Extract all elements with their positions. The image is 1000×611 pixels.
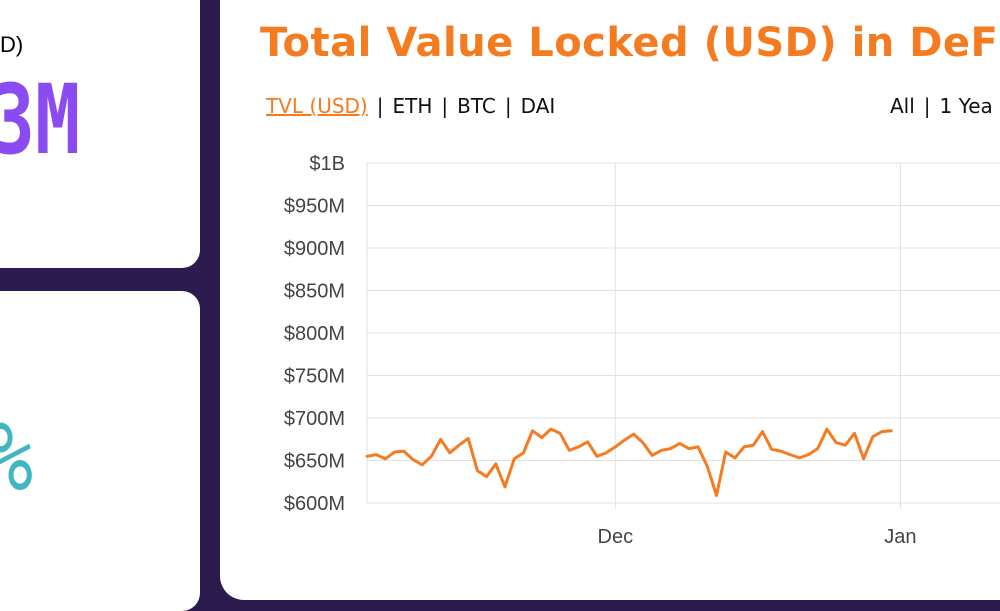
- data-point: [366, 455, 369, 458]
- data-point: [687, 447, 690, 450]
- tab-btc[interactable]: BTC: [457, 94, 496, 118]
- data-point: [844, 444, 847, 447]
- data-point: [807, 453, 810, 456]
- stat-label: D): [0, 32, 24, 57]
- data-point: [540, 436, 543, 439]
- data-point: [798, 456, 801, 459]
- data-point: [614, 445, 617, 448]
- data-point: [752, 444, 755, 447]
- data-point: [816, 447, 819, 450]
- time-range-tabs: All | 1 Yea: [890, 94, 993, 118]
- tab-tvl-usd[interactable]: TVL (USD): [266, 94, 368, 118]
- y-tick-label: $850M: [284, 281, 345, 303]
- data-point: [430, 455, 433, 458]
- data-point: [835, 441, 838, 444]
- tvl-chart-panel: Total Value Locked (USD) in DeFi TVL (US…: [220, 0, 1000, 600]
- range-all[interactable]: All: [890, 94, 915, 118]
- data-point: [660, 449, 663, 452]
- data-point: [485, 475, 488, 478]
- metric-tabs: TVL (USD) | ETH | BTC | DAI: [266, 94, 555, 118]
- data-point: [761, 430, 764, 433]
- data-point: [559, 432, 562, 435]
- data-point: [623, 439, 626, 442]
- stat-card-bottom: %: [0, 291, 200, 611]
- x-tick-label: Jan: [884, 526, 916, 548]
- tab-eth[interactable]: ETH: [392, 94, 433, 118]
- y-tick-label: $800M: [284, 323, 345, 345]
- data-point: [412, 458, 415, 461]
- data-point: [651, 454, 654, 457]
- data-point: [504, 485, 507, 488]
- data-point: [448, 451, 451, 454]
- tvl-line-chart: $1B $950M $900M $850M $800M $750M $700M $650M $6…: [284, 153, 1000, 548]
- data-point: [605, 451, 608, 454]
- data-point: [549, 428, 552, 431]
- data-point: [632, 433, 635, 436]
- data-point: [586, 440, 589, 443]
- tab-separator: |: [504, 94, 512, 118]
- data-point: [770, 448, 773, 451]
- data-point: [522, 451, 525, 454]
- data-point: [384, 457, 387, 460]
- y-tick-label: $1B: [309, 153, 345, 175]
- data-point: [715, 494, 718, 497]
- tab-dai[interactable]: DAI: [520, 94, 556, 118]
- range-separator: |: [923, 94, 931, 118]
- data-point: [458, 444, 461, 447]
- y-tick-label: $600M: [284, 493, 345, 515]
- y-tick-label: $950M: [284, 196, 345, 218]
- range-1-year[interactable]: 1 Yea: [939, 94, 993, 118]
- tvl-series-line: [365, 427, 893, 497]
- data-point: [577, 445, 580, 448]
- data-point: [568, 449, 571, 452]
- data-point: [513, 457, 516, 460]
- y-tick-label: $700M: [284, 408, 345, 430]
- data-point: [789, 453, 792, 456]
- data-point: [678, 442, 681, 445]
- data-point: [421, 463, 424, 466]
- x-tick-label: Dec: [598, 526, 634, 548]
- data-point: [476, 469, 479, 472]
- data-point: [402, 450, 405, 453]
- data-point: [439, 438, 442, 441]
- data-point: [393, 451, 396, 454]
- data-point: [669, 447, 672, 450]
- data-point: [881, 430, 884, 433]
- data-point: [467, 437, 470, 440]
- data-point: [733, 456, 736, 459]
- stat-value: 3M: [0, 64, 81, 176]
- data-point: [743, 445, 746, 448]
- tab-separator: |: [376, 94, 384, 118]
- y-tick-label: $650M: [284, 451, 345, 473]
- data-point: [825, 428, 828, 431]
- data-point: [724, 451, 727, 454]
- data-point: [641, 441, 644, 444]
- data-point: [853, 432, 856, 435]
- y-tick-label: $750M: [284, 366, 345, 388]
- data-point: [706, 465, 709, 468]
- tab-separator: |: [441, 94, 449, 118]
- data-point: [697, 445, 700, 448]
- data-point: [779, 450, 782, 453]
- data-point: [375, 453, 378, 456]
- stat-card-top: D) 3M: [0, 0, 200, 268]
- chart-title: Total Value Locked (USD) in DeFi: [260, 20, 1000, 66]
- data-point: [531, 429, 534, 432]
- data-point: [595, 455, 598, 458]
- y-tick-label: $900M: [284, 238, 345, 260]
- data-point: [890, 429, 893, 432]
- data-point: [862, 457, 865, 460]
- data-point: [494, 462, 497, 465]
- stat-value-percent: %: [0, 409, 33, 505]
- data-point: [871, 435, 874, 438]
